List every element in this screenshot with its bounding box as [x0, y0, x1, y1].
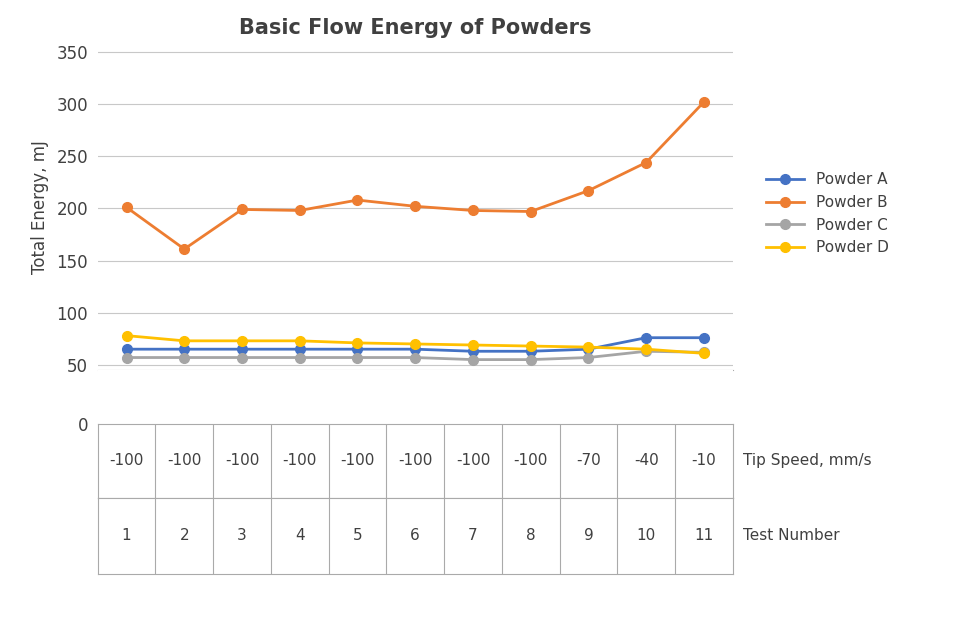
Powder C	[179, 353, 191, 361]
Powder C	[121, 353, 133, 361]
Text: 3: 3	[237, 528, 247, 544]
Powder A	[121, 345, 133, 353]
Powder C	[352, 353, 363, 361]
Title: Basic Flow Energy of Powders: Basic Flow Energy of Powders	[239, 18, 591, 38]
Text: Tip Speed, mm/s: Tip Speed, mm/s	[743, 454, 871, 468]
Text: 6: 6	[410, 528, 420, 544]
Legend: Powder A, Powder B, Powder C, Powder D: Powder A, Powder B, Powder C, Powder D	[759, 166, 895, 262]
Text: Test Number: Test Number	[743, 528, 839, 544]
Powder C	[409, 353, 421, 361]
Text: -100: -100	[398, 454, 433, 468]
Text: -100: -100	[167, 454, 201, 468]
Text: 7: 7	[468, 528, 478, 544]
Powder D	[179, 337, 191, 345]
Text: -100: -100	[340, 454, 375, 468]
Powder C	[236, 353, 248, 361]
Powder A	[582, 345, 594, 353]
Powder A	[640, 334, 652, 341]
Text: -100: -100	[514, 454, 548, 468]
Powder B	[294, 207, 306, 214]
Powder D	[294, 337, 306, 345]
Powder C	[698, 348, 709, 356]
Powder A	[525, 348, 536, 355]
Powder A	[236, 345, 248, 353]
Text: 1: 1	[122, 528, 131, 544]
Powder D	[525, 342, 536, 350]
Powder A	[698, 334, 709, 341]
Text: 2: 2	[180, 528, 190, 544]
Powder A	[352, 345, 363, 353]
Powder C	[582, 353, 594, 361]
Text: -40: -40	[634, 454, 658, 468]
Powder A	[179, 345, 191, 353]
Text: -70: -70	[576, 454, 601, 468]
Powder D	[409, 340, 421, 348]
Powder D	[582, 343, 594, 351]
Powder B	[467, 207, 479, 214]
Powder D	[698, 350, 709, 357]
Powder C	[294, 353, 306, 361]
Text: 9: 9	[583, 528, 593, 544]
Line: Powder B: Powder B	[122, 97, 708, 254]
Powder A	[294, 345, 306, 353]
Line: Powder C: Powder C	[122, 346, 708, 364]
Powder D	[121, 332, 133, 339]
Y-axis label: Total Energy, mJ: Total Energy, mJ	[31, 140, 50, 274]
Text: -100: -100	[109, 454, 144, 468]
Powder C	[640, 348, 652, 355]
Text: 11: 11	[695, 528, 713, 544]
Powder B	[640, 159, 652, 167]
Powder D	[236, 337, 248, 345]
Powder A	[409, 345, 421, 353]
Line: Powder D: Powder D	[122, 330, 708, 358]
Powder A	[467, 348, 479, 355]
Powder B	[409, 202, 421, 210]
Powder D	[352, 339, 363, 347]
Text: -100: -100	[455, 454, 490, 468]
Text: -10: -10	[692, 454, 716, 468]
Powder D	[467, 341, 479, 349]
Text: 10: 10	[637, 528, 656, 544]
Text: 4: 4	[295, 528, 305, 544]
Powder D	[640, 345, 652, 353]
Line: Powder A: Powder A	[122, 333, 708, 356]
Text: 8: 8	[526, 528, 535, 544]
Text: 5: 5	[353, 528, 362, 544]
Powder B	[179, 245, 191, 253]
Powder B	[236, 205, 248, 213]
Text: -100: -100	[225, 454, 259, 468]
Powder C	[525, 356, 536, 364]
Powder B	[121, 204, 133, 211]
Powder B	[698, 98, 709, 106]
Powder B	[525, 208, 536, 216]
Text: -100: -100	[282, 454, 317, 468]
Powder B	[352, 197, 363, 204]
Powder C	[467, 356, 479, 364]
Powder B	[582, 187, 594, 195]
